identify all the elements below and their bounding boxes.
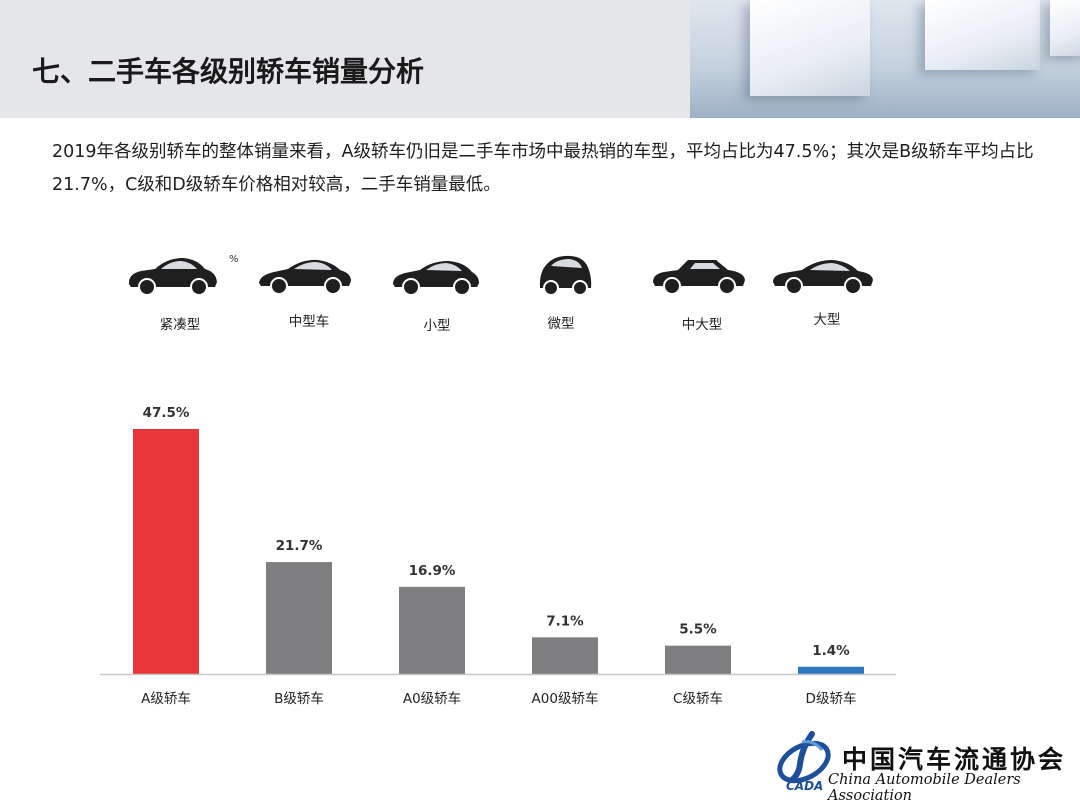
car-type-label: 小型	[423, 318, 451, 334]
cube-shape	[925, 0, 1040, 70]
cube-shape	[1050, 0, 1080, 56]
category-label: D级轿车	[806, 690, 857, 707]
bar	[532, 637, 598, 674]
compact-car-icon	[128, 258, 217, 296]
cada-abbr-text: CADA	[786, 779, 824, 793]
data-label: 1.4%	[812, 643, 850, 659]
stray-mark-text: %	[229, 254, 239, 265]
category-label: A级轿车	[141, 690, 191, 707]
data-label: 7.1%	[546, 613, 584, 629]
category-label: A0级轿车	[403, 690, 461, 707]
car-type-label: 微型	[547, 316, 575, 332]
bar	[665, 645, 731, 674]
car-type-label: 中大型	[681, 317, 723, 333]
header-cubes-image	[690, 0, 1080, 118]
header-banner: 七、二手车各级别轿车销量分析	[0, 0, 1080, 118]
car-type-label: 大型	[813, 312, 841, 328]
intro-paragraph: 2019年各级别轿车的整体销量来看，A级轿车仍旧是二手车市场中最热销的车型，平均…	[52, 142, 1034, 195]
small-car-icon	[393, 261, 479, 296]
bar-chart: 47.5% A级轿车 21.7% B级轿车 16.9% A0级轿车 7.1% A00级轿车 5.…	[100, 405, 896, 707]
page-title: 七、二手车各级别轿车销量分析	[32, 55, 425, 88]
car-type-label: 中型车	[288, 314, 330, 330]
data-label: 21.7%	[276, 538, 323, 554]
bar	[133, 429, 199, 674]
micro-car-icon	[539, 255, 592, 296]
bar	[266, 562, 332, 674]
midsize-car-icon	[259, 259, 351, 295]
bar	[399, 586, 465, 674]
association-name-en: China Automobile Dealers Association	[828, 772, 1021, 804]
category-label: B级轿车	[274, 690, 324, 707]
category-label: A00级轿车	[532, 690, 599, 707]
data-label: 5.5%	[679, 622, 717, 638]
cada-logo: CADA 中国汽车流通协会 China Automobile Dealers A…	[772, 728, 1072, 804]
cada-emblem-icon	[777, 731, 831, 784]
association-name-cn: 中国汽车流通协会	[842, 745, 1067, 774]
large-car-icon	[773, 260, 873, 295]
data-label: 16.9%	[409, 563, 456, 579]
data-label: 47.5%	[143, 405, 190, 421]
bar	[798, 666, 864, 674]
car-type-label: 紧凑型	[159, 317, 201, 333]
large-midsize-car-icon	[653, 260, 745, 295]
cube-shape	[750, 0, 870, 96]
category-label: C级轿车	[673, 690, 723, 707]
